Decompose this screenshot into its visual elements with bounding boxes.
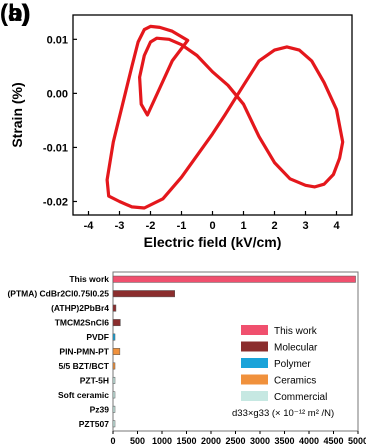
category-label: PVDF <box>86 332 109 342</box>
category-label: This work <box>69 274 109 284</box>
legend-swatch <box>241 358 268 368</box>
bar-5 <box>112 348 121 355</box>
bar-10 <box>112 420 116 428</box>
bar-0 <box>112 275 356 283</box>
x-tick-label: 3500 <box>274 436 294 446</box>
x-tick-label: 500 <box>130 436 145 446</box>
x-tick-label: 2000 <box>201 436 221 446</box>
legend-swatch <box>241 325 268 335</box>
legend-label: This work <box>274 326 318 337</box>
bar-2 <box>112 304 117 312</box>
category-label: PIN-PMN-PT <box>59 347 109 357</box>
legend-swatch <box>241 374 268 385</box>
bar-6 <box>112 362 116 370</box>
y-axis-label: Strain (%) <box>9 82 25 147</box>
panel-a-label: (a) <box>0 0 30 27</box>
legend-swatch <box>241 391 268 401</box>
panel-b-label: (b) <box>0 0 31 27</box>
legend-label: Commercial <box>274 392 327 403</box>
x-tick-label: 2500 <box>225 436 245 446</box>
y-tick-label: -0.01 <box>43 142 68 154</box>
x-tick-label: 5000 <box>348 436 366 446</box>
y-tick-label: -0.02 <box>43 196 68 208</box>
category-label: Pz39 <box>90 404 110 414</box>
x-tick-label: 0 <box>209 220 215 232</box>
x-tick-label: 2 <box>271 220 277 232</box>
bar-7 <box>112 376 116 384</box>
x-tick-label: -2 <box>146 220 156 232</box>
category-label: PZT-5H <box>80 375 109 385</box>
legend-swatch <box>241 341 268 352</box>
x-tick-label: -3 <box>115 220 125 232</box>
category-label: 5/5 BZT/BCT <box>58 361 109 371</box>
legend-label: Ceramics <box>274 376 316 387</box>
strain-field-chart: -4 -3 -2 -1 0 1 2 3 4 0.01 0.00 -0.01 -0.02 Electric … <box>9 14 353 250</box>
x-tick-label: 4500 <box>323 436 343 446</box>
category-label: Soft ceramic <box>58 390 109 400</box>
legend-label: Molecular <box>274 343 318 354</box>
legend-label: Polymer <box>274 359 311 370</box>
category-label: (ATHP)2PbBr4 <box>51 303 109 313</box>
x-tick-label: 3 <box>302 220 308 232</box>
x-tick-label: 1000 <box>152 436 172 446</box>
x-tick-label: 4000 <box>299 436 319 446</box>
x-tick-label: 1 <box>240 220 246 232</box>
bar-9 <box>112 405 116 413</box>
category-label: TMCM2SnCl6 <box>55 318 110 328</box>
x-axis-label: Electric field (kV/cm) <box>144 234 282 250</box>
bar-4 <box>112 333 116 341</box>
y-tick-label: 0.00 <box>47 88 68 100</box>
bar-1 <box>112 290 175 298</box>
category-label: PZT507 <box>79 419 110 429</box>
category-label: (PTMA) CdBr2Cl0.75I0.25 <box>7 289 109 299</box>
x-tick-label: 3000 <box>250 436 270 446</box>
x-tick-label: -1 <box>177 220 187 232</box>
x-tick-label: -4 <box>84 220 95 232</box>
bar-8 <box>112 391 116 399</box>
y-tick-label: 0.01 <box>47 34 68 46</box>
x-tick-label: 0 <box>110 436 115 446</box>
bar-3 <box>112 319 121 327</box>
x-tick-label: 4 <box>333 220 340 232</box>
strain-loop-series <box>105 24 345 210</box>
x-tick-label: 1500 <box>176 436 196 446</box>
unit-note: d33×g33 (× 10⁻¹² m² /N) <box>232 408 334 419</box>
